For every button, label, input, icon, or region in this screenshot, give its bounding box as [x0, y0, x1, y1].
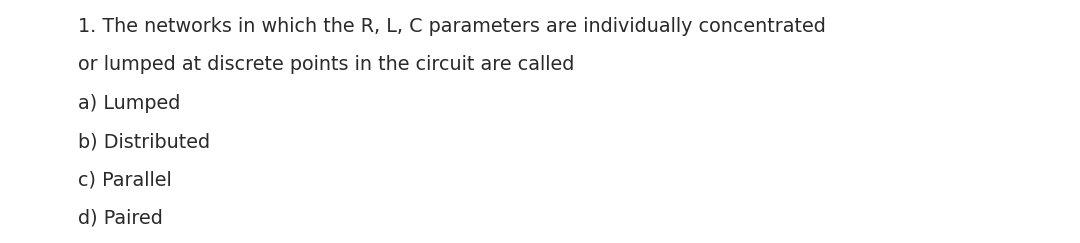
Text: d) Paired: d) Paired	[78, 209, 163, 228]
Text: 1. The networks in which the R, L, C parameters are individually concentrated: 1. The networks in which the R, L, C par…	[78, 17, 825, 36]
Text: a) Lumped: a) Lumped	[78, 94, 180, 113]
Text: b) Distributed: b) Distributed	[78, 132, 210, 151]
Text: or lumped at discrete points in the circuit are called: or lumped at discrete points in the circ…	[78, 55, 575, 74]
Text: c) Parallel: c) Parallel	[78, 171, 172, 190]
